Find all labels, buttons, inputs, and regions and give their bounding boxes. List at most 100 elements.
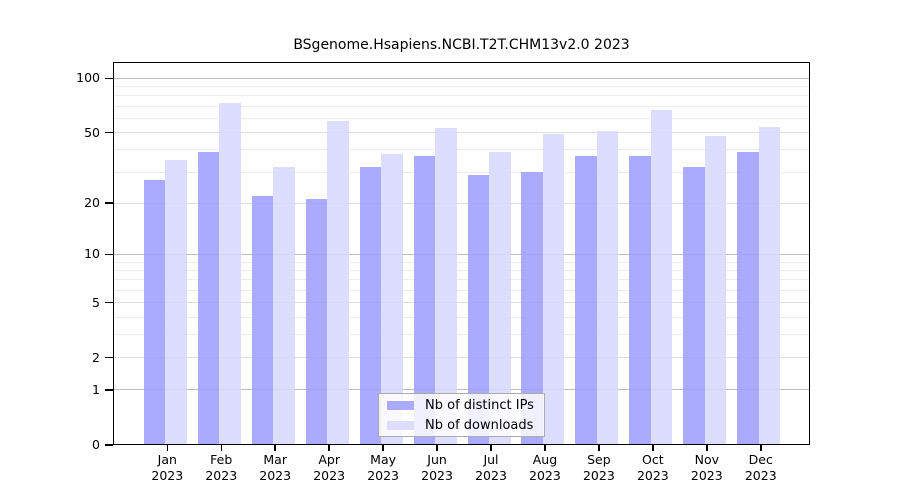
y-tick-label-20: 20 bbox=[84, 195, 100, 211]
x-label-year-aug: 2023 bbox=[529, 468, 561, 483]
x-label-year-dec: 2023 bbox=[744, 468, 777, 483]
gridline-40 bbox=[113, 149, 810, 151]
y-tick-label-10: 10 bbox=[84, 246, 100, 262]
bar-nov-ips bbox=[683, 167, 705, 445]
bar-aug-ips bbox=[521, 172, 543, 445]
x-label-year-feb: 2023 bbox=[205, 468, 238, 483]
gridline-4 bbox=[113, 316, 810, 318]
y-tick-label-1: 1 bbox=[92, 381, 100, 397]
x-label-year-jun: 2023 bbox=[421, 468, 453, 483]
legend: Nb of distinct IPs Nb of downloads bbox=[378, 393, 545, 437]
gridline-30 bbox=[113, 171, 810, 173]
y-tick-100 bbox=[105, 77, 113, 80]
bar-oct-downloads bbox=[650, 109, 673, 445]
x-tick-dec bbox=[760, 445, 762, 451]
bar-may-downloads bbox=[381, 153, 403, 445]
legend-item-downloads: Nb of downloads bbox=[379, 416, 544, 434]
bar-sep-ips bbox=[575, 155, 597, 445]
x-label-month-dec: Dec bbox=[748, 452, 773, 467]
y-tick-50 bbox=[105, 131, 113, 134]
legend-label-distinct-ips: Nb of distinct IPs bbox=[425, 397, 534, 413]
y-tick-5 bbox=[105, 301, 113, 304]
bar-nov-downloads bbox=[704, 135, 727, 445]
gridlines-layer bbox=[113, 62, 810, 445]
bar-jun-ips bbox=[413, 155, 436, 445]
gridline-1 bbox=[113, 389, 810, 391]
bar-jun-downloads bbox=[435, 128, 457, 445]
x-label-year-mar: 2023 bbox=[259, 468, 292, 483]
bar-may-ips bbox=[359, 167, 382, 445]
x-label-month-jan: Jan bbox=[157, 452, 177, 467]
x-label-year-oct: 2023 bbox=[636, 468, 669, 483]
x-label-year-may: 2023 bbox=[367, 468, 399, 483]
chart-title: BSgenome.Hsapiens.NCBI.T2T.CHM13v2.0 202… bbox=[293, 37, 630, 53]
gridline-8 bbox=[113, 269, 810, 271]
x-label-month-oct: Oct bbox=[642, 452, 664, 467]
gridline-50 bbox=[113, 132, 810, 134]
x-label-year-apr: 2023 bbox=[313, 468, 346, 483]
gridline-90 bbox=[113, 86, 810, 88]
x-label-year-jul: 2023 bbox=[475, 468, 507, 483]
bar-jan-ips bbox=[143, 180, 166, 445]
gridline-10 bbox=[113, 253, 810, 255]
x-tick-may bbox=[382, 445, 384, 451]
x-tick-nov bbox=[706, 445, 708, 451]
legend-swatch-downloads-icon bbox=[387, 420, 414, 430]
x-label-year-nov: 2023 bbox=[690, 468, 723, 483]
bar-apr-ips bbox=[305, 199, 328, 445]
x-tick-mar bbox=[274, 445, 276, 451]
x-tick-jan bbox=[166, 445, 169, 451]
x-label-month-aug: Aug bbox=[532, 452, 558, 467]
legend-item-distinct-ips: Nb of distinct IPs bbox=[379, 396, 544, 414]
bar-jul-ips bbox=[467, 174, 489, 445]
y-tick-label-5: 5 bbox=[92, 294, 100, 310]
x-tick-feb bbox=[220, 445, 222, 451]
bar-dec-downloads bbox=[758, 126, 781, 445]
x-label-month-mar: Mar bbox=[263, 452, 287, 467]
gridline-80 bbox=[113, 95, 810, 97]
x-label-month-nov: Nov bbox=[694, 452, 719, 467]
gridline-100 bbox=[113, 77, 810, 79]
x-label-month-jun: Jun bbox=[427, 452, 447, 467]
y-tick-10 bbox=[105, 253, 113, 256]
x-tick-jul bbox=[490, 445, 492, 451]
gridline-2 bbox=[113, 357, 810, 359]
gridline-7 bbox=[113, 279, 810, 281]
bar-feb-downloads bbox=[219, 103, 241, 445]
y-tick-label-0: 0 bbox=[92, 437, 100, 452]
bar-dec-ips bbox=[737, 151, 759, 445]
y-tick-label-100: 100 bbox=[76, 70, 100, 86]
bar-jan-downloads bbox=[165, 160, 187, 445]
bar-aug-downloads bbox=[542, 134, 565, 445]
x-label-year-sep: 2023 bbox=[582, 468, 615, 483]
gridline-60 bbox=[113, 117, 810, 119]
bar-jul-downloads bbox=[489, 151, 511, 445]
bars-layer bbox=[113, 62, 810, 445]
gridline-9 bbox=[113, 261, 810, 263]
gridline-6 bbox=[113, 289, 810, 291]
x-tick-oct bbox=[652, 445, 654, 451]
x-label-month-jul: Jul bbox=[483, 452, 499, 467]
x-tick-jun bbox=[436, 445, 438, 451]
bar-oct-ips bbox=[629, 155, 651, 445]
x-label-year-jan: 2023 bbox=[151, 468, 184, 483]
y-tick-1 bbox=[105, 389, 113, 391]
y-tick-0 bbox=[105, 444, 113, 446]
x-label-month-feb: Feb bbox=[210, 452, 233, 467]
bar-mar-ips bbox=[251, 195, 274, 445]
x-label-month-apr: Apr bbox=[318, 452, 340, 467]
bar-apr-downloads bbox=[327, 121, 349, 445]
bar-mar-downloads bbox=[273, 167, 295, 445]
x-tick-sep bbox=[598, 445, 600, 451]
y-tick-label-2: 2 bbox=[92, 349, 100, 365]
gridline-5 bbox=[113, 302, 810, 304]
bar-feb-ips bbox=[197, 151, 220, 445]
x-tick-aug bbox=[544, 445, 546, 451]
gridline-20 bbox=[113, 202, 810, 204]
y-tick-label-50: 50 bbox=[84, 124, 100, 140]
bar-sep-downloads bbox=[596, 131, 619, 445]
legend-label-downloads: Nb of downloads bbox=[425, 417, 534, 433]
gridline-3 bbox=[113, 334, 810, 336]
plot-area: Nb of distinct IPs Nb of downloads bbox=[113, 62, 810, 445]
